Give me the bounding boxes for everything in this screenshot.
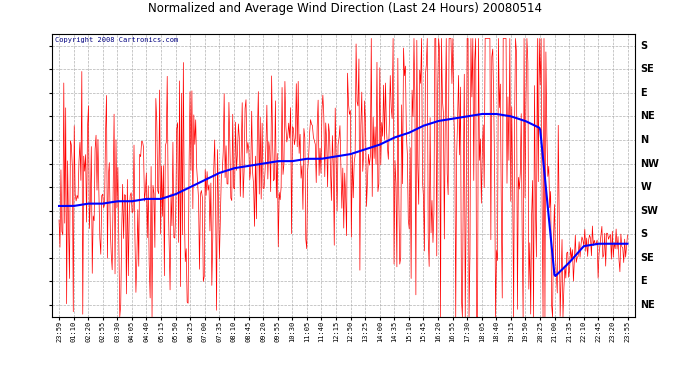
Text: Copyright 2008 Cartronics.com: Copyright 2008 Cartronics.com <box>55 37 178 43</box>
Text: N: N <box>640 135 649 145</box>
Text: E: E <box>640 276 647 286</box>
Text: Normalized and Average Wind Direction (Last 24 Hours) 20080514: Normalized and Average Wind Direction (L… <box>148 2 542 15</box>
Text: NE: NE <box>640 300 655 310</box>
Text: E: E <box>640 88 647 98</box>
Text: SW: SW <box>640 206 658 216</box>
Text: NW: NW <box>640 159 659 168</box>
Text: NE: NE <box>640 111 655 122</box>
Text: SE: SE <box>640 253 654 263</box>
Text: SE: SE <box>640 64 654 74</box>
Text: S: S <box>640 229 647 239</box>
Text: S: S <box>640 40 647 51</box>
Text: W: W <box>640 182 651 192</box>
